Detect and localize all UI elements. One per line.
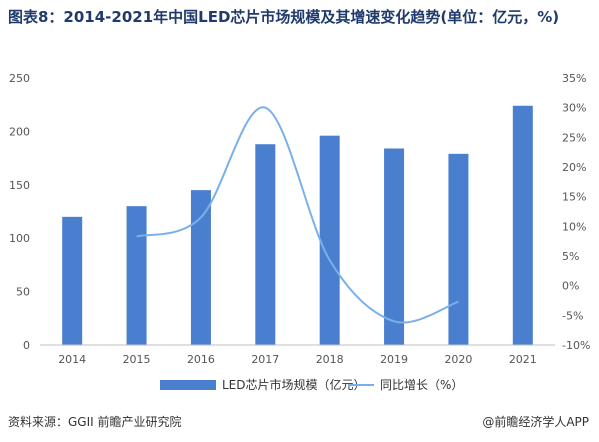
x-tick-label: 2015: [123, 353, 151, 366]
y-left-tick-label: 200: [9, 125, 30, 138]
y-left-tick-label: 250: [9, 72, 30, 85]
y-right-tick-label: 15%: [562, 191, 586, 204]
x-tick-label: 2019: [380, 353, 408, 366]
bar-2016: [190, 190, 211, 345]
bar-2017: [255, 144, 276, 345]
y-right-tick-label: 30%: [562, 102, 586, 115]
bar-2015: [126, 206, 147, 345]
y-right-tick-label: 10%: [562, 220, 586, 233]
bar-2021: [512, 105, 533, 345]
y-left-tick-label: 50: [16, 286, 30, 299]
bar-2014: [62, 216, 83, 345]
y-right-tick-label: -10%: [562, 339, 590, 352]
bar-2018: [319, 135, 340, 345]
x-tick-label: 2014: [58, 353, 86, 366]
legend-bar-swatch: [160, 380, 216, 390]
y-right-tick-label: 5%: [562, 250, 579, 263]
legend-bar-label: LED芯片市场规模（亿元）: [222, 377, 366, 392]
growth-line: [136, 106, 459, 324]
y-left-tick-label: 150: [9, 179, 30, 192]
legend-line-label: 同比增长（%）: [380, 378, 463, 392]
legend: LED芯片市场规模（亿元） 同比增长（%）: [160, 377, 463, 392]
y-right-tick-label: -5%: [562, 309, 583, 322]
y-right-tick-label: 20%: [562, 161, 586, 174]
x-tick-label: 2017: [251, 353, 279, 366]
x-tick-label: 2020: [444, 353, 472, 366]
bar-2019: [384, 148, 405, 345]
x-tick-label: 2021: [509, 353, 537, 366]
y-right-tick-label: 35%: [562, 72, 586, 85]
credit-note: @前瞻经济学人APP: [482, 415, 589, 429]
axis-layer: 0 50 100 150 200 250 -10% -5% 0% 5% 10% 15% 20% 25% 30…: [9, 72, 590, 366]
chart-title: 图表8：2014-2021年中国LED芯片市场规模及其增速变化趋势(单位：亿元，…: [8, 8, 560, 26]
y-right-tick-label: 0%: [562, 280, 579, 293]
y-left-tick-label: 100: [9, 232, 30, 245]
bars-layer: [62, 105, 533, 345]
source-note: 资料来源：GGII 前瞻产业研究院: [8, 415, 182, 429]
line-layer: [136, 106, 459, 324]
x-tick-label: 2018: [316, 353, 344, 366]
y-left-tick-label: 0: [23, 339, 30, 352]
y-right-tick-label: 25%: [562, 131, 586, 144]
x-tick-label: 2016: [187, 353, 215, 366]
bar-2020: [448, 153, 469, 345]
